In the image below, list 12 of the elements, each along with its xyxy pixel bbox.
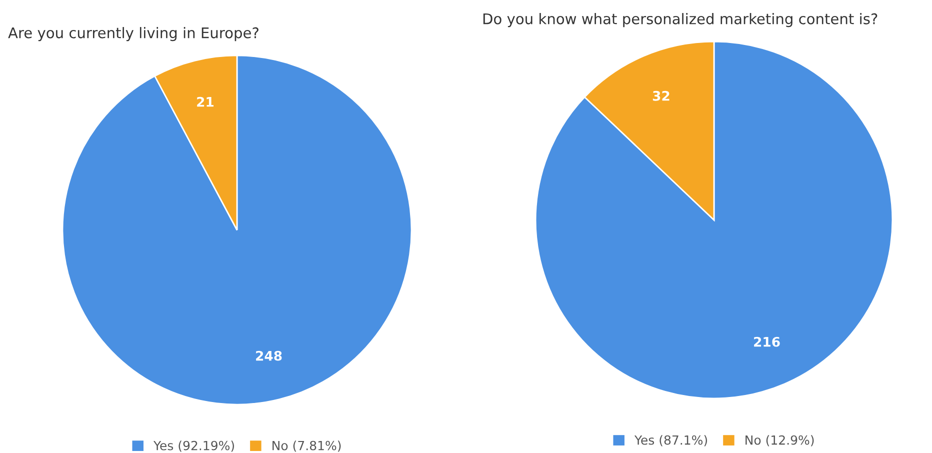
data-label: 21 <box>197 96 214 107</box>
data-label: 32 <box>652 90 670 101</box>
data-label: 216 <box>754 336 780 347</box>
legend-label: No (7.81%) <box>272 440 341 452</box>
chart-title: Do you know what personalized marketing content is? <box>483 13 878 28</box>
pie-slice <box>534 40 894 400</box>
legend-label: No (12.9%) <box>746 435 814 446</box>
data-label: 248 <box>256 350 282 361</box>
chart-title: Are you currently living in Europe? <box>8 27 258 42</box>
legend-label: Yes (92.19%) <box>153 440 234 452</box>
pie-slice <box>62 54 412 406</box>
legend-label: Yes (87.1%) <box>634 435 708 446</box>
